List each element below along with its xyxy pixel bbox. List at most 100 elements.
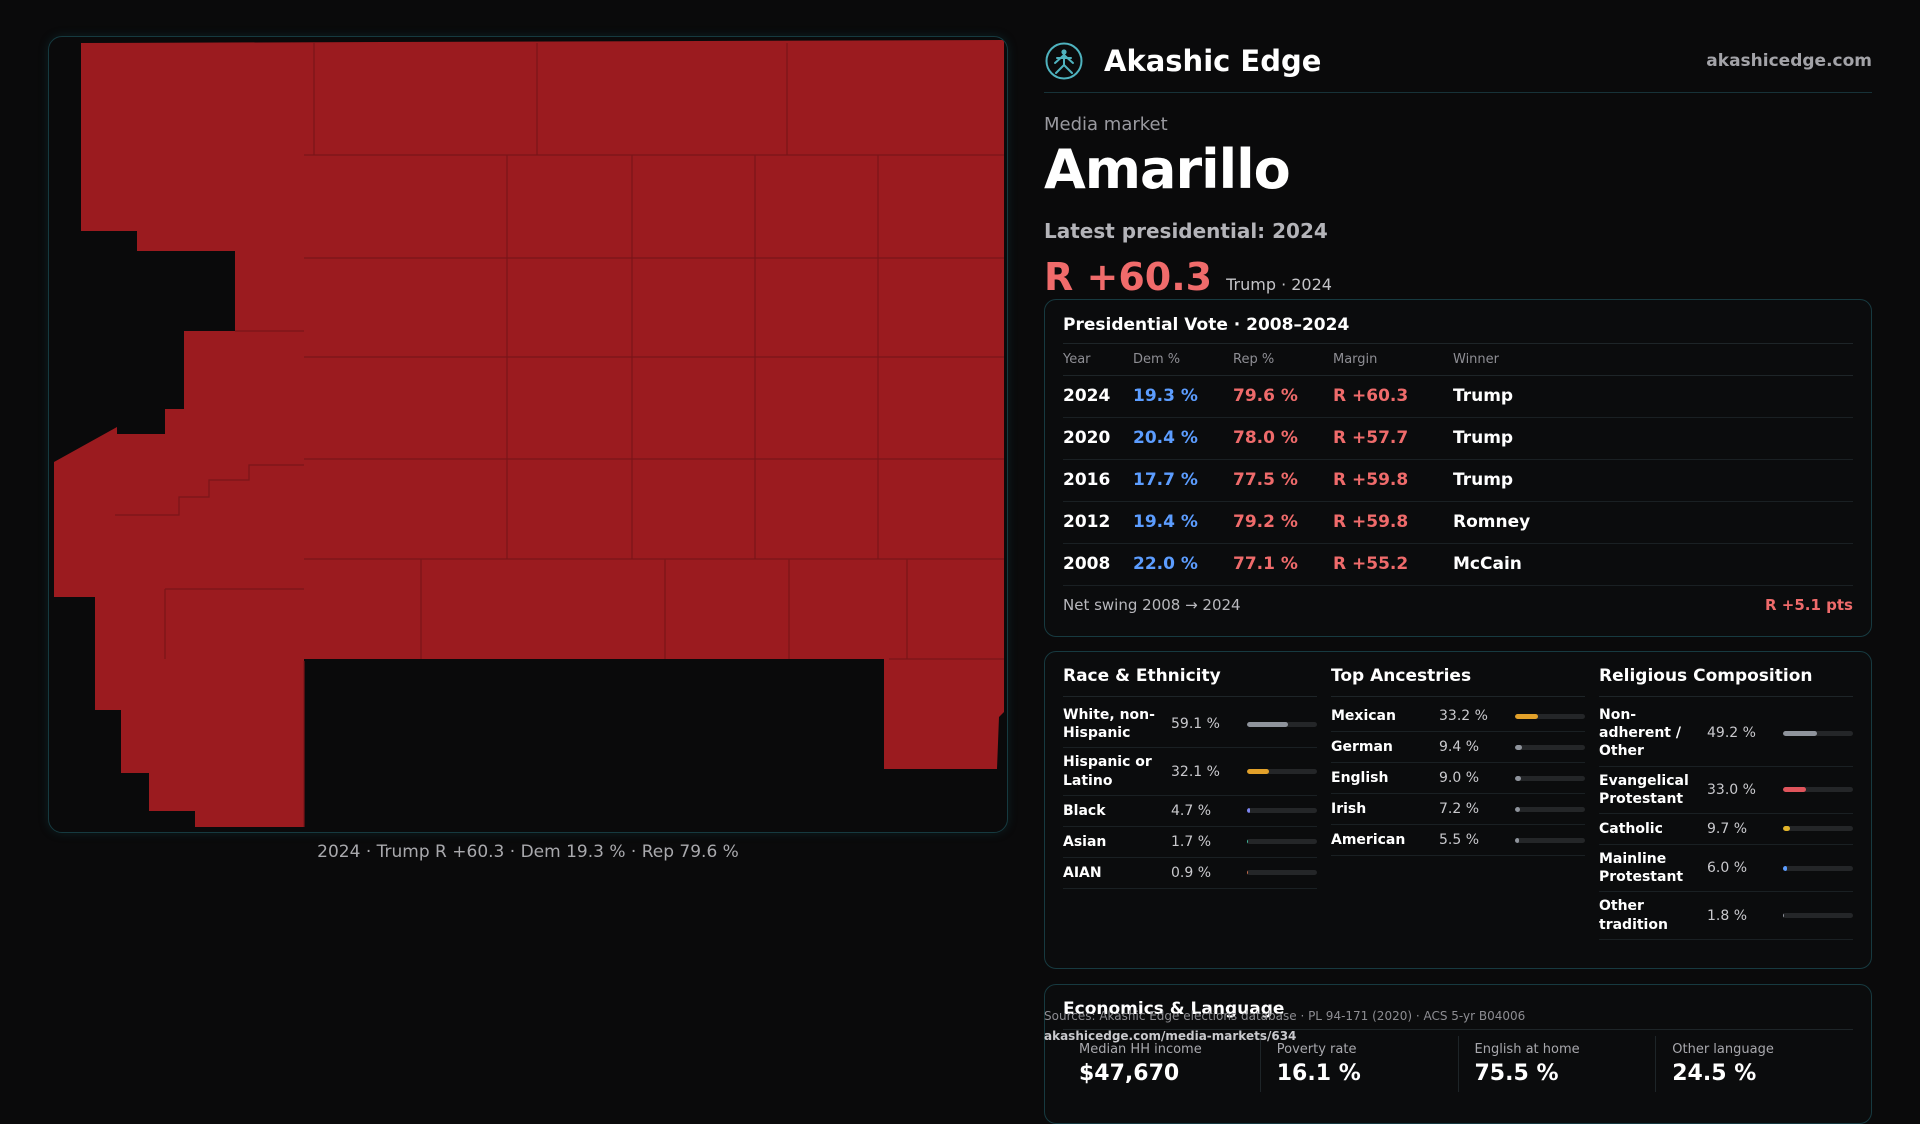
item-bar-fill [1783,730,1818,736]
list-item: White, non-Hispanic 59.1 % [1063,701,1317,749]
county-map[interactable] [49,37,1008,833]
item-value: 9.0 % [1439,770,1480,786]
religion-list: Non-adherent / Other 49.2 % Evangelical Pr… [1599,701,1853,940]
vote-table: Year Dem % Rep % Margin Winner 2024 19.3… [1063,344,1853,586]
item-bar [1783,913,1853,918]
row-dem: 17.7 % [1133,459,1233,502]
item-bar [1247,808,1317,814]
row-dem: 19.4 % [1133,501,1233,544]
item-value: 5.5 % [1439,832,1480,848]
row-year: 2024 [1063,375,1133,418]
brand-name: Akashic Edge [1104,44,1322,78]
latest-presidential-label: Latest presidential: 2024 [1044,219,1328,243]
list-item: Irish 7.2 % [1331,794,1585,825]
race-title: Race & Ethnicity [1063,666,1317,697]
item-label: Evangelical Protestant [1599,772,1689,807]
list-item: American 5.5 % [1331,825,1585,856]
sources-text: Sources: Akashic Edge elections database… [1044,1009,1526,1023]
econ-label: Poverty rate [1276,1042,1357,1057]
presidential-vote-card: Presidential Vote · 2008–2024 Year Dem %… [1044,299,1872,637]
headline-margin: R +60.3 Trump · 2024 [1044,255,1872,299]
market-map[interactable] [48,36,1008,833]
econ-label: Other language [1672,1042,1774,1057]
item-bar [1515,806,1585,812]
econ-value: $47,670 [1079,1061,1180,1086]
table-row: 2012 19.4 % 79.2 % R +59.8 Romney [1063,501,1853,544]
item-bar-fill [1783,787,1807,793]
list-item: Black 4.7 % [1063,796,1317,827]
list-item: Catholic 9.7 % [1599,814,1853,845]
item-bar [1515,744,1585,750]
item-label: Irish [1331,800,1367,817]
row-rep: 79.6 % [1233,375,1333,418]
sources-url-link[interactable]: akashicedge.com/media-markets/634 [1044,1029,1297,1043]
item-bar [1783,787,1853,793]
race-list: White, non-Hispanic 59.1 % Hispanic or Lat… [1063,701,1317,889]
item-value: 6.0 % [1707,860,1748,877]
item-bar [1515,713,1585,719]
brand-url-link[interactable]: akashicedge.com [1706,51,1872,71]
econ-label: English at home [1474,1042,1580,1057]
row-winner: Romney [1453,501,1853,544]
item-bar [1783,730,1853,736]
item-label: AIAN [1063,864,1102,881]
item-bar [1783,865,1853,871]
item-label: Mexican [1331,707,1396,724]
row-margin: R +59.8 [1333,501,1453,544]
row-year: 2012 [1063,501,1133,544]
market-region-shape[interactable] [54,40,1004,827]
item-bar [1247,839,1317,845]
item-value: 59.1 % [1171,716,1220,733]
ancestry-list: Mexican 33.2 % German 9.4 % English 9.0 % Iris… [1331,701,1585,856]
row-margin: R +59.8 [1333,459,1453,502]
item-bar-fill [1515,744,1522,750]
list-item: Other tradition 1.8 % [1599,892,1853,940]
row-dem: 20.4 % [1133,417,1233,460]
item-value: 1.8 % [1707,907,1748,924]
item-bar-fill [1515,837,1519,843]
item-value: 9.4 % [1439,739,1480,755]
market-counties[interactable] [54,40,1004,827]
item-bar-fill [1783,865,1788,871]
item-value: 49.2 % [1707,725,1756,742]
table-row: 2024 19.3 % 79.6 % R +60.3 Trump [1063,375,1853,418]
list-item: German 9.4 % [1331,732,1585,763]
map-caption: 2024 · Trump R +60.3 · Dem 19.3 % · Rep … [317,842,739,862]
econ-label: Median HH income [1079,1042,1202,1057]
row-dem: 19.3 % [1133,375,1233,418]
item-bar-fill [1247,870,1248,876]
net-swing-row: Net swing 2008 → 2024 R +5.1 pts [1063,596,1853,614]
item-bar-fill [1783,826,1790,832]
item-label: Asian [1063,833,1107,850]
item-bar-fill [1515,775,1522,781]
county-borders [115,43,1004,827]
list-item: AIAN 0.9 % [1063,858,1317,889]
economics-title: Economics & Language [1063,999,1853,1030]
row-rep: 77.5 % [1233,459,1333,502]
item-bar-fill [1515,806,1521,812]
list-item: Asian 1.7 % [1063,827,1317,858]
econ-value: 75.5 % [1474,1061,1559,1086]
item-bar [1515,837,1585,843]
net-swing-value: R +5.1 pts [1765,595,1853,614]
item-label: English [1331,769,1389,786]
headline-margin-sub: Trump · 2024 [1226,275,1332,294]
list-item: Hispanic or Latino 32.1 % [1063,748,1317,796]
row-winner: Trump [1453,375,1853,418]
item-label: Mainline Protestant [1599,850,1684,886]
row-winner: Trump [1453,417,1853,460]
item-bar [1247,769,1317,775]
row-margin: R +55.2 [1333,543,1453,586]
item-bar [1783,826,1853,832]
econ-value: 24.5 % [1672,1061,1757,1086]
item-bar-fill [1247,721,1289,727]
religion-title: Religious Composition [1599,666,1853,697]
row-winner: Trump [1453,459,1853,502]
item-label: White, non-Hispanic [1063,707,1155,742]
row-year: 2020 [1063,417,1133,460]
col-margin: Margin [1333,344,1453,376]
col-dem: Dem % [1133,344,1233,376]
akashic-logo-icon [1045,42,1083,80]
col-year: Year [1063,344,1133,376]
race-ethnicity-column: Race & Ethnicity White, non-Hispanic 59.1… [1063,666,1331,954]
